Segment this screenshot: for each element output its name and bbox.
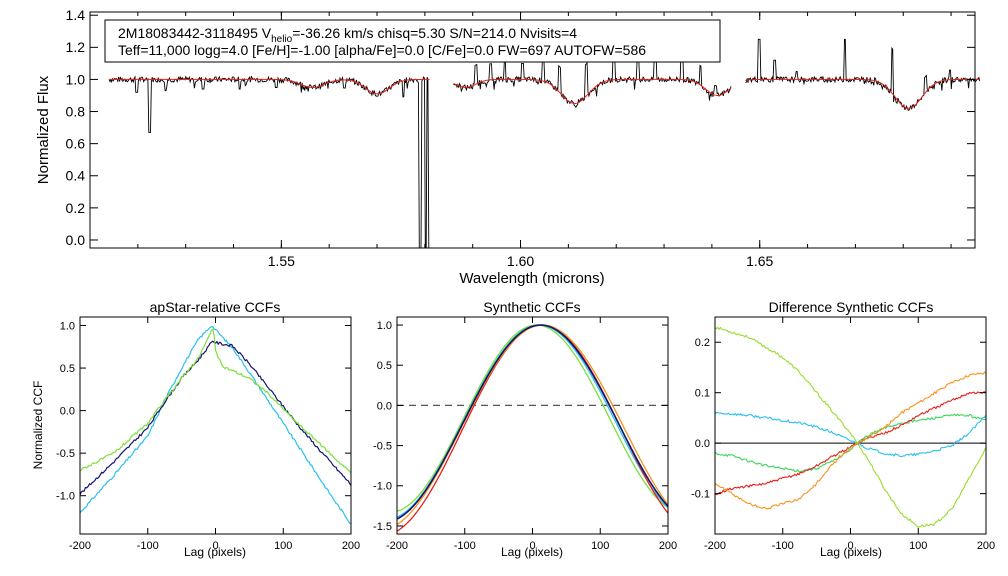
spectrum-plot-area [108, 38, 981, 249]
spectrum-model-line [453, 78, 732, 104]
synthetic-ccf-ytick-label: 0.0 [377, 400, 392, 412]
spectrum-xtick-label: 1.55 [268, 253, 295, 269]
apstar-ccf-xlabel: Lag (pixels) [184, 545, 246, 559]
spectrum-ylabel: Normalized Flux [35, 75, 52, 184]
apstar-ccf-title: apStar-relative CCFs [150, 299, 281, 315]
spectrum-ytick-label: 0.4 [66, 168, 86, 184]
apstar-ccf-ytick-label: -0.5 [56, 448, 75, 460]
apstar-ccf-line-cyan [79, 325, 352, 525]
apstar-ccf-xtick-label: 100 [274, 540, 292, 552]
difference-ccf-ytick-label: 0.1 [695, 388, 710, 400]
synthetic-ccf-ticks: -200 -100 0 100 200 -1.5 -1.0 -0.5 0.0 0.5 1.0 [373, 317, 677, 552]
difference-ccf-xtick-label: 100 [909, 540, 927, 552]
synthetic-ccf-line-navy [396, 324, 669, 520]
spectrum-ytick-label: 0.0 [66, 232, 86, 248]
synthetic-ccf-ytick-label: 0.5 [377, 360, 392, 372]
spectrum-header-line1: 2M18083442-3118495 Vhelio=-36.26 km/s ch… [118, 25, 577, 45]
header-stats: =-36.26 km/s chisq=5.30 S/N=214.0 Nvisit… [292, 25, 577, 41]
difference-ccf-xtick-label: -100 [772, 540, 794, 552]
difference-ccf-line-orange [715, 371, 987, 510]
synthetic-ccf-xtick-label: -200 [386, 540, 408, 552]
difference-ccf-line-yellow-green [714, 326, 987, 528]
difference-ccf-ticks: -200 -100 0 100 200 -0.1 0.0 0.1 0.2 [691, 317, 995, 552]
apstar-ccf-line-navy [79, 340, 352, 496]
apstar-ccf-xtick-label: -200 [69, 540, 91, 552]
spectrum-ticks: 1.55 1.60 1.65 0.0 0.2 0.4 0.6 0.8 1.0 1.2 1.4 [66, 7, 975, 269]
synthetic-ccf-line-cyan [396, 324, 669, 518]
synthetic-ccf-ytick-label: -1.5 [373, 521, 392, 533]
apstar-ccf-ytick-label: -1.0 [56, 491, 75, 503]
difference-ccf-line-red [714, 391, 987, 496]
difference-ccf-xtick-label: 0 [847, 540, 853, 552]
difference-ccf-plot-area [714, 326, 987, 528]
difference-ccf-ytick-label: -0.1 [691, 488, 710, 500]
spectrum-xtick-label: 1.65 [746, 253, 773, 269]
spectrum-observed-line [745, 38, 981, 111]
spectrum-ytick-label: 1.0 [66, 71, 86, 87]
synthetic-ccf-ytick-label: -1.0 [373, 481, 392, 493]
synthetic-ccf-xtick-label: 200 [659, 540, 677, 552]
apstar-ccf-xtick-label: -100 [137, 540, 159, 552]
synthetic-ccf-xtick-label: 0 [529, 540, 535, 552]
synthetic-ccf-axes-frame [396, 316, 669, 535]
header-helio-subscript: helio [271, 34, 293, 45]
synthetic-ccf-line-orange [396, 324, 669, 526]
difference-ccf-xtick-label: -200 [704, 540, 726, 552]
apstar-ccf-ytick-label: 1.0 [60, 320, 75, 332]
spectrum-panel: 1.55 1.60 1.65 0.0 0.2 0.4 0.6 0.8 1.0 1.2 1.4 Nor… [35, 7, 981, 287]
spectrum-header-line2: Teff=11,000 logg=4.0 [Fe/H]=-1.00 [alpha… [118, 42, 646, 58]
difference-ccf-xtick-label: 200 [977, 540, 995, 552]
synthetic-ccf-line-green [396, 324, 669, 512]
difference-ccf-title: Difference Synthetic CCFs [769, 299, 934, 315]
apstar-ccf-line-green [79, 328, 352, 474]
apstar-ccf-ticks: -200 -100 0 100 200 -1.0 -0.5 0.0 0.5 1.0 [56, 317, 360, 552]
spectrum-axes-frame [89, 11, 976, 249]
apstar-ccf-ylabel: Normalized CCF [31, 381, 45, 470]
difference-ccf-line-green [715, 413, 987, 473]
spectrum-ytick-label: 0.6 [66, 136, 86, 152]
spectrum-ytick-label: 1.4 [66, 7, 86, 23]
apstar-ccf-xtick-label: 0 [212, 540, 218, 552]
difference-ccf-ytick-label: 0.0 [695, 438, 710, 450]
synthetic-ccf-plot-area [396, 324, 669, 532]
spectrum-xtick-label: 1.60 [507, 253, 534, 269]
difference-ccf-axes-frame [714, 316, 987, 535]
synthetic-ccf-xtick-label: 100 [591, 540, 609, 552]
apstar-ccf-plot-area [79, 325, 352, 525]
spectrum-info-box [104, 19, 721, 63]
synthetic-ccf-panel: Synthetic CCFs -200 -100 0 100 200 -1.5 -1.0 -0… [373, 299, 677, 559]
synthetic-ccf-ytick-label: 1.0 [377, 320, 392, 332]
apstar-ccf-xtick-label: 200 [342, 540, 360, 552]
spectrum-xlabel: Wavelength (microns) [459, 270, 604, 287]
synthetic-ccf-line-red [396, 324, 669, 532]
difference-ccf-ytick-label: 0.2 [695, 337, 710, 349]
spectrum-model-line [745, 78, 980, 109]
difference-ccf-line-cyan [714, 411, 987, 458]
synthetic-ccf-ytick-label: -0.5 [373, 440, 392, 452]
spectrum-ytick-label: 1.2 [66, 39, 86, 55]
difference-ccf-panel: Difference Synthetic CCFs -200 -100 0 100 20… [691, 299, 995, 559]
synthetic-ccf-xtick-label: -100 [454, 540, 476, 552]
header-star-velocity: 2M18083442-3118495 V [118, 25, 272, 41]
spectrum-observed-line [108, 75, 430, 249]
apstar-ccf-ytick-label: 0.5 [60, 363, 75, 375]
synthetic-ccf-xlabel: Lag (pixels) [501, 545, 563, 559]
apstar-ccf-panel: apStar-relative CCFs -200 -100 0 100 200 -1.0… [31, 299, 360, 559]
apstar-ccf-ytick-label: 0.0 [60, 405, 75, 417]
synthetic-ccf-title: Synthetic CCFs [483, 299, 580, 315]
spectrum-ytick-label: 0.2 [66, 200, 86, 216]
spectrum-ytick-label: 0.8 [66, 103, 86, 119]
spectrum-model-line [109, 78, 430, 95]
difference-ccf-xlabel: Lag (pixels) [820, 545, 882, 559]
